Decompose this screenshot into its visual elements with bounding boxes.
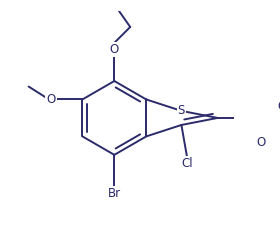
Text: S: S — [178, 104, 185, 117]
Text: O: O — [46, 93, 56, 106]
Text: OH: OH — [277, 100, 280, 113]
Text: Br: Br — [108, 187, 121, 200]
Text: O: O — [110, 43, 119, 56]
Text: Cl: Cl — [181, 157, 193, 170]
Text: O: O — [256, 136, 266, 149]
